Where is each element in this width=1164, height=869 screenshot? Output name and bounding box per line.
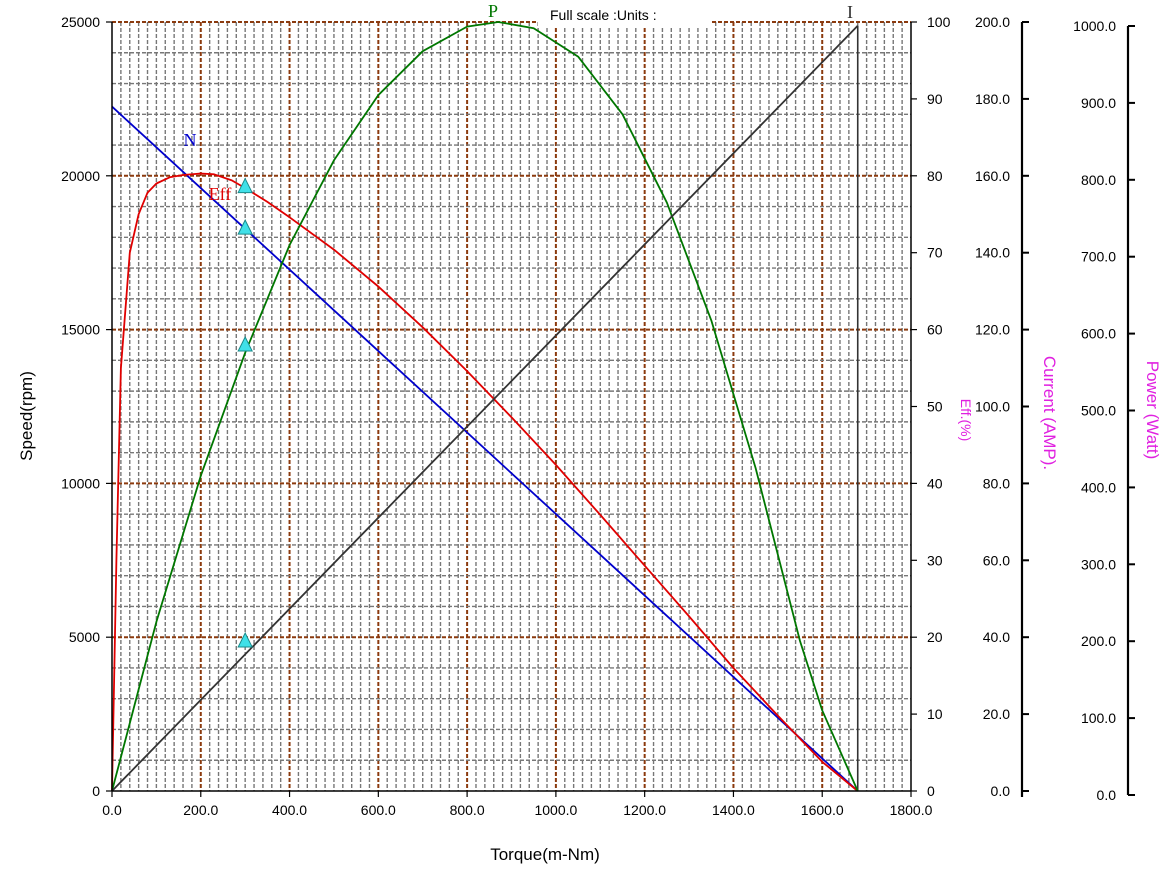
speed-tick-label: 20000 <box>61 168 100 184</box>
x-tick-label: 0.0 <box>102 802 122 818</box>
power-tick-label: 400.0 <box>1081 479 1116 495</box>
series-label-i: I <box>847 2 853 22</box>
axes: 0.0 200.0 400.0 600.0 800.0 1000.0 1200.0 1400.… <box>61 14 1135 818</box>
current-tick-label: 180.0 <box>975 91 1010 107</box>
eff-tick-label: 70 <box>927 245 943 261</box>
current-axis-title: Current (AMP). <box>1040 356 1059 470</box>
power-tick-label: 600.0 <box>1081 326 1116 342</box>
eff-tick-label: 80 <box>927 168 943 184</box>
power-tick-label: 500.0 <box>1081 403 1116 419</box>
speed-tick-label: 5000 <box>69 629 100 645</box>
power-tick-label: 0.0 <box>1097 787 1117 803</box>
x-tick-label: 800.0 <box>450 802 485 818</box>
eff-tick-label: 20 <box>927 629 943 645</box>
series-line-i <box>111 25 859 792</box>
speed-tick-label: 25000 <box>61 14 100 30</box>
power-tick-label: 800.0 <box>1081 172 1116 188</box>
chart-header: Full scale :Units : <box>550 7 657 23</box>
current-tick-label: 200.0 <box>975 14 1010 30</box>
eff-axis-title: Eff.(%) <box>958 399 974 442</box>
eff-tick-label: 10 <box>927 706 943 722</box>
power-tick-label: 100.0 <box>1081 710 1116 726</box>
power-axis-title: Power (Watt) <box>1143 361 1162 460</box>
grid <box>112 21 911 791</box>
current-tick-label: 160.0 <box>975 168 1010 184</box>
curves: N Eff P I <box>111 1 859 792</box>
current-tick-label: 20.0 <box>983 706 1010 722</box>
series-label-n: N <box>184 130 197 150</box>
speed-tick-label: 15000 <box>61 322 100 338</box>
current-tick-label: 120.0 <box>975 322 1010 338</box>
x-tick-label: 1200.0 <box>623 802 666 818</box>
eff-tick-label: 30 <box>927 552 943 568</box>
x-tick-label: 1800.0 <box>890 802 933 818</box>
operating-point-marker <box>237 631 253 648</box>
operating-point-marker <box>237 177 253 194</box>
power-tick-label: 300.0 <box>1081 556 1116 572</box>
eff-tick-label: 40 <box>927 475 943 491</box>
x-tick-label: 1400.0 <box>712 802 755 818</box>
speed-tick-label: 10000 <box>61 475 100 491</box>
power-tick-label: 900.0 <box>1081 95 1116 111</box>
eff-tick-label: 50 <box>927 399 943 415</box>
eff-tick-label: 0 <box>927 783 935 799</box>
speed-axis-title: Speed(rpm) <box>17 371 36 461</box>
current-tick-label: 40.0 <box>983 629 1010 645</box>
current-tick-label: 100.0 <box>975 399 1010 415</box>
power-tick-label: 700.0 <box>1081 249 1116 265</box>
x-tick-label: 600.0 <box>361 802 396 818</box>
eff-tick-label: 100 <box>927 14 951 30</box>
x-tick-label: 200.0 <box>183 802 218 818</box>
current-tick-label: 0.0 <box>991 783 1011 799</box>
series-line-p <box>111 21 859 792</box>
power-tick-label: 1000.0 <box>1073 18 1116 34</box>
eff-tick-label: 90 <box>927 91 943 107</box>
current-tick-label: 60.0 <box>983 552 1010 568</box>
current-tick-label: 140.0 <box>975 245 1010 261</box>
x-tick-label: 1600.0 <box>801 802 844 818</box>
series-label-eff: Eff <box>209 184 232 204</box>
speed-tick-label: 0 <box>92 783 100 799</box>
series-line-n <box>111 105 859 792</box>
x-tick-label: 400.0 <box>272 802 307 818</box>
x-tick-label: 1000.0 <box>534 802 577 818</box>
series-line-eff <box>111 172 859 792</box>
series-label-p: P <box>488 1 498 21</box>
header-box <box>538 3 712 27</box>
operating-point-marker <box>237 218 253 235</box>
x-axis-title: Torque(m-Nm) <box>490 845 600 864</box>
power-tick-label: 200.0 <box>1081 633 1116 649</box>
current-tick-label: 80.0 <box>983 475 1010 491</box>
eff-tick-label: 60 <box>927 322 943 338</box>
operating-point-marker <box>237 335 253 352</box>
